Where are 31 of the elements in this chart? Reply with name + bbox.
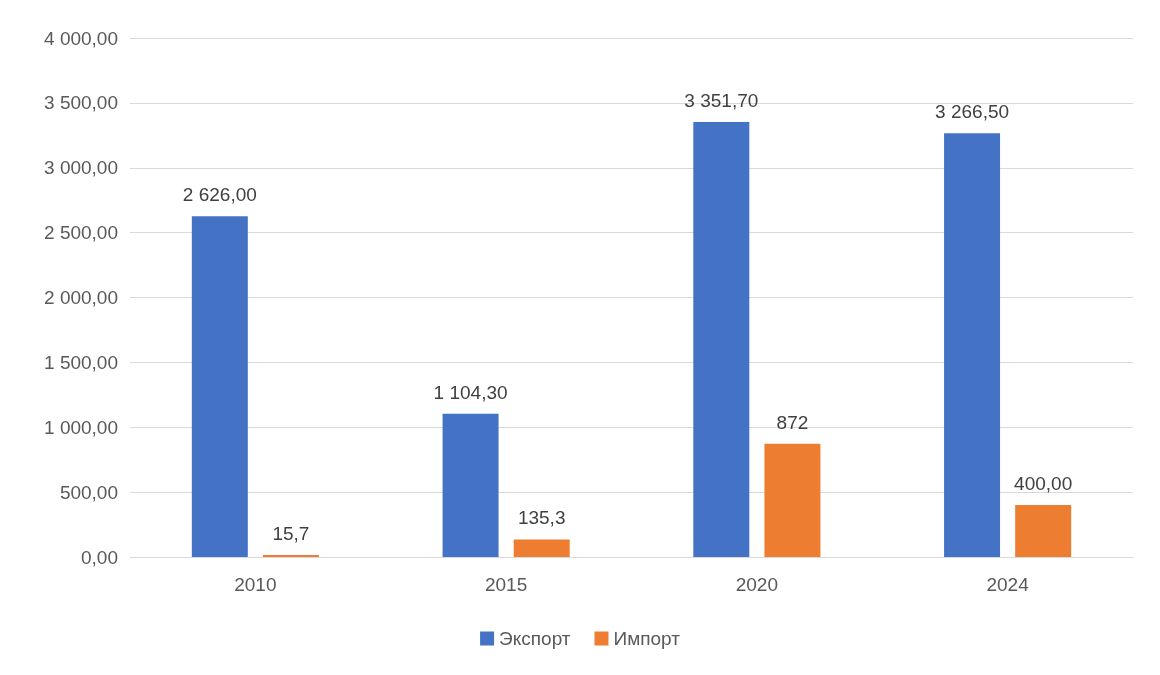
bar <box>693 122 750 557</box>
data-label: 1 104,30 <box>433 381 508 403</box>
data-label: 3 266,50 <box>935 101 1010 123</box>
y-tick-label: 4 000,00 <box>44 27 118 49</box>
y-tick-label: 2 500,00 <box>44 222 118 244</box>
bar <box>191 216 248 557</box>
x-tick-label: 2024 <box>986 574 1030 595</box>
bar <box>513 539 570 557</box>
bar <box>944 133 1001 557</box>
y-tick-label: 500,00 <box>59 481 118 503</box>
data-label: 872 <box>776 411 809 433</box>
y-tick-label: 1 000,00 <box>44 416 118 438</box>
x-tick-label: 2010 <box>234 574 277 595</box>
x-tick-label: 2015 <box>484 574 528 595</box>
data-label: 2 626,00 <box>182 184 257 206</box>
bar <box>764 443 821 557</box>
bar <box>262 554 319 557</box>
data-label: 15,7 <box>272 522 310 544</box>
data-label: 135,3 <box>517 507 566 529</box>
y-tick-label: 3 000,00 <box>44 157 118 179</box>
y-tick-label: 0,00 <box>81 546 118 568</box>
legend-label: Экспорт <box>499 628 571 649</box>
y-tick-label: 1 500,00 <box>44 351 118 373</box>
data-label: 3 351,70 <box>684 90 759 112</box>
legend-label: Импорт <box>613 628 681 649</box>
bar <box>1015 505 1072 557</box>
y-tick-label: 3 500,00 <box>44 92 118 114</box>
bar <box>442 413 499 557</box>
data-label: 400,00 <box>1014 473 1073 495</box>
y-tick-label: 2 000,00 <box>44 287 118 308</box>
x-tick-label: 2020 <box>735 574 779 595</box>
